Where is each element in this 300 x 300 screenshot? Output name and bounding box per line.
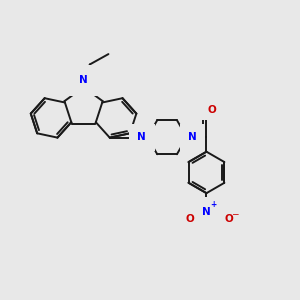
Text: O: O — [185, 214, 194, 224]
Text: N: N — [79, 75, 88, 85]
Text: N: N — [137, 132, 146, 142]
Text: N: N — [188, 132, 197, 142]
Text: −: − — [231, 210, 239, 219]
Text: +: + — [211, 200, 217, 209]
Text: O: O — [208, 105, 216, 115]
Text: O: O — [224, 214, 233, 224]
Text: N: N — [202, 207, 211, 217]
